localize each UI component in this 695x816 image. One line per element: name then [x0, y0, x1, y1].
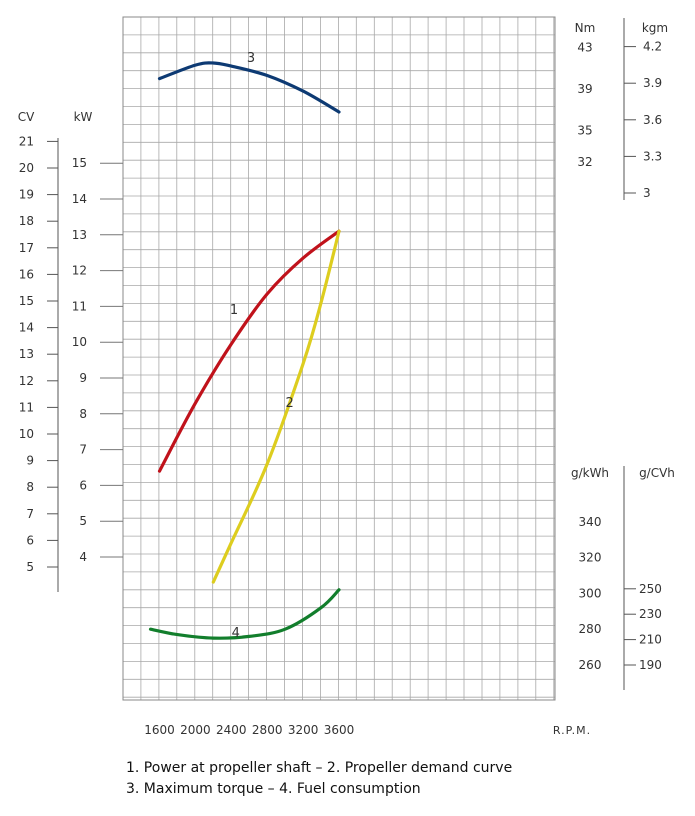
legend-line-1: 1. Power at propeller shaft – 2. Propell…: [126, 760, 513, 776]
cv-tick-label: 13: [19, 347, 34, 361]
gkwh-tick-label: 260: [579, 658, 602, 672]
gkwh-tick-label: 320: [579, 551, 602, 565]
series-3-line: [157, 61, 341, 114]
gkwh-tick-label: 300: [579, 586, 602, 600]
x-tick-label: 3600: [324, 723, 355, 737]
kw-tick-label: 7: [79, 443, 87, 457]
x-tick-label: 1600: [144, 723, 175, 737]
cv-tick-label: 18: [19, 214, 34, 228]
cv-axis-label: CV: [18, 110, 35, 124]
cv-tick-label: 14: [19, 321, 34, 335]
nm-tick-label: 39: [577, 82, 592, 96]
gcvh-tick-label: 250: [639, 582, 662, 596]
x-tick-label: 2800: [252, 723, 283, 737]
gcvh-tick-label: 210: [639, 633, 662, 647]
nm-tick-label: 32: [577, 155, 592, 169]
cv-tick-label: 20: [19, 161, 34, 175]
series-3-label: 3: [247, 51, 255, 66]
series-2-label: 2: [285, 396, 293, 411]
kw-tick-label: 9: [79, 371, 87, 385]
kw-tick-label: 4: [79, 550, 87, 564]
kgm-tick-label: 3.3: [643, 149, 662, 163]
kgm-tick-label: 3.6: [643, 113, 662, 127]
kw-tick-label: 14: [72, 192, 87, 206]
axes: 1600 2000 2400 2800 3200 3600 R.P.M. CV 5 6 7 8 9 10 1…: [18, 18, 675, 737]
nm-tick-label: 43: [577, 40, 592, 54]
gkwh-axis-label: g/kWh: [571, 466, 609, 480]
cv-tick-label: 21: [19, 134, 34, 148]
series-lines: [148, 61, 341, 640]
cv-tick-label: 19: [19, 188, 34, 202]
cv-tick-label: 15: [19, 294, 34, 308]
cv-tick-label: 17: [19, 241, 34, 255]
nm-tick-label: 35: [577, 124, 592, 138]
grid: [122, 16, 556, 701]
kw-tick-label: 6: [79, 478, 87, 492]
cv-tick-label: 10: [19, 427, 34, 441]
gkwh-tick-label: 280: [579, 622, 602, 636]
series-2-line: [211, 229, 341, 584]
kw-tick-label: 5: [79, 514, 87, 528]
cv-tick-label: 5: [26, 560, 34, 574]
plot-frame: [122, 16, 556, 701]
kw-tick-label: 10: [72, 335, 87, 349]
kgm-axis-label: kgm: [642, 21, 668, 35]
cv-tick-label: 7: [26, 507, 34, 521]
gcvh-axis-label: g/CVh: [639, 466, 675, 480]
series-1-label: 1: [230, 303, 238, 318]
series-4-line: [148, 588, 341, 640]
kgm-tick-label: 4.2: [643, 40, 662, 54]
series-labels: 1 2 3 4: [230, 51, 294, 641]
kw-tick-label: 8: [79, 407, 87, 421]
legend-line-2: 3. Maximum torque – 4. Fuel consumption: [126, 781, 421, 797]
cv-tick-label: 16: [19, 267, 34, 281]
cv-tick-label: 8: [26, 480, 34, 494]
cv-tick-label: 11: [19, 400, 34, 414]
kgm-tick-label: 3: [643, 186, 651, 200]
kw-axis-label: kW: [74, 110, 93, 124]
nm-axis-label: Nm: [575, 21, 596, 35]
gkwh-tick-label: 340: [579, 515, 602, 529]
x-axis-label: R.P.M.: [553, 724, 591, 737]
gcvh-tick-label: 230: [639, 607, 662, 621]
series-4-label: 4: [232, 626, 240, 641]
cv-tick-label: 9: [26, 454, 34, 468]
x-tick-label: 3200: [288, 723, 319, 737]
x-tick-label: 2400: [216, 723, 247, 737]
kgm-tick-label: 3.9: [643, 76, 662, 90]
cv-tick-label: 12: [19, 374, 34, 388]
kw-tick-label: 15: [72, 156, 87, 170]
cv-tick-label: 6: [26, 533, 34, 547]
kw-tick-label: 13: [72, 228, 87, 242]
x-tick-label: 2000: [180, 723, 211, 737]
series-1-line: [157, 229, 341, 473]
kw-tick-label: 11: [72, 299, 87, 313]
kw-tick-label: 12: [72, 264, 87, 278]
gcvh-tick-label: 190: [639, 658, 662, 672]
